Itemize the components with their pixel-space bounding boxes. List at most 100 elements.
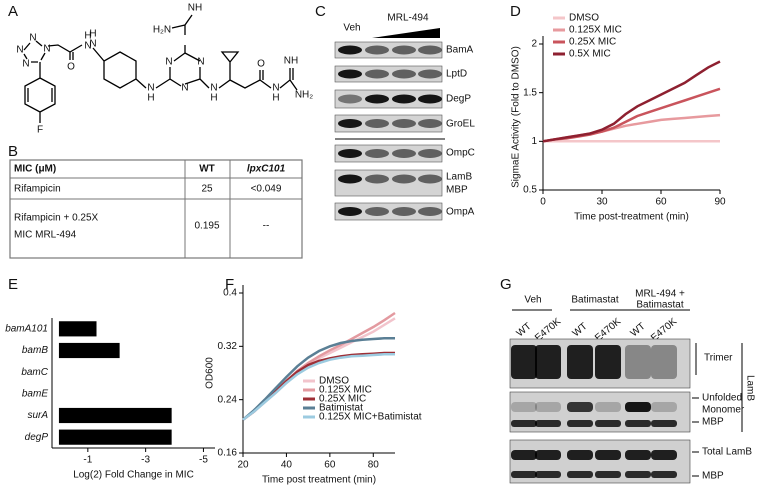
blot-band — [651, 345, 677, 379]
blot-band — [535, 345, 561, 379]
atom-label: N — [22, 59, 29, 70]
atom-label: NH — [284, 56, 298, 67]
blot-band — [365, 45, 389, 55]
table-cell: <0.049 — [251, 184, 282, 195]
bar — [58, 342, 120, 359]
bar — [58, 321, 97, 337]
category-label: degP — [25, 432, 49, 443]
atom-label: N — [272, 83, 279, 94]
blot-band — [392, 94, 416, 104]
blot-band — [365, 207, 389, 216]
lane-label: MRL-494 — [387, 13, 429, 24]
lane-label: WT — [571, 321, 590, 339]
panel-label: B — [8, 143, 18, 160]
structure-bonds — [23, 14, 298, 123]
lane-label: Veh — [343, 23, 360, 34]
x-axis-label: Log(2) Fold Change in MIC — [73, 470, 194, 481]
atom-label: N — [210, 83, 217, 94]
y-axis-label: SigmaE Activity (Fold to DMSO) — [511, 46, 522, 188]
blot-band — [365, 174, 389, 184]
blot-band — [338, 94, 362, 104]
y-tick-label: 0.24 — [218, 394, 238, 405]
category-label: bamC — [21, 367, 48, 378]
x-axis-label: Time post-treatment (min) — [574, 212, 689, 223]
blot-band — [418, 45, 442, 55]
table-cell: 0.195 — [194, 221, 219, 232]
panel-label: G — [500, 276, 512, 293]
blot-band — [338, 69, 362, 79]
atom-label: O — [257, 59, 265, 70]
blot-band — [625, 345, 651, 379]
right-label: Unfolded — [702, 393, 742, 404]
y-tick-label: 1.5 — [523, 87, 537, 98]
blot-band — [338, 119, 362, 128]
blot-c: BamA LptD DegP GroEL OmpC LamB MBP OmpA — [334, 41, 475, 221]
right-label: MBP — [702, 471, 724, 482]
blot-band — [595, 471, 621, 478]
blot-band — [338, 174, 362, 184]
table-header: WT — [199, 164, 215, 175]
blot-band — [365, 94, 389, 104]
atom-label: H — [147, 93, 154, 104]
x-tick-label: 0 — [540, 197, 546, 208]
atom-label: NH₂ — [295, 90, 313, 101]
x-tick-label: 20 — [237, 460, 249, 471]
atom-label: N — [147, 83, 154, 94]
blot-band — [418, 207, 442, 216]
blot-band — [625, 471, 651, 478]
band-label: LamB — [446, 172, 472, 183]
legend-label: Batimistat — [319, 403, 363, 414]
band-label: OmpC — [446, 148, 475, 159]
blot-band — [392, 149, 416, 158]
blot-band — [651, 450, 677, 460]
group-label: MRL-494 + — [635, 289, 685, 300]
blot-band — [392, 174, 416, 184]
blot-band — [338, 149, 362, 158]
y-tick-label: 0.4 — [223, 288, 237, 299]
atom-label: N — [89, 39, 96, 50]
side-label: LamB — [744, 375, 755, 401]
table-header: lpxC101 — [247, 164, 286, 175]
table-cell: Rifampicin — [14, 184, 61, 195]
series-line — [242, 337, 395, 421]
atom-label: N — [43, 44, 50, 55]
atom-label: N — [16, 45, 23, 56]
atom-label: H — [272, 93, 279, 104]
x-tick-label: -1 — [83, 455, 92, 466]
blot-band — [567, 402, 593, 412]
category-label: bamB — [22, 345, 48, 356]
legend-label: 0.25X MIC — [569, 37, 616, 48]
atom-label: F — [37, 125, 43, 136]
lane-label: WT — [629, 321, 648, 339]
atom-label: N — [197, 57, 204, 68]
x-tick-label: 40 — [281, 460, 293, 471]
blot-band — [392, 119, 416, 128]
x-tick-label: 60 — [324, 460, 336, 471]
group-label: Batimastat — [636, 300, 683, 311]
legend-label: 0.125X MIC — [569, 25, 622, 36]
category-label: surA — [27, 410, 48, 421]
table-header: MIC (μM) — [14, 164, 56, 175]
blot-band — [595, 450, 621, 460]
atom-label: H — [89, 29, 96, 40]
blot-band — [651, 471, 677, 478]
table-cell: -- — [263, 221, 270, 232]
gradient-wedge — [372, 28, 440, 38]
x-axis-label: Time post treatment (min) — [262, 475, 376, 486]
blot-band — [365, 119, 389, 128]
bar — [58, 429, 172, 445]
x-tick-label: 30 — [596, 197, 608, 208]
y-tick-label: 0.32 — [218, 341, 238, 352]
blot-band — [392, 45, 416, 55]
blot-band — [535, 450, 561, 460]
y-tick-label: 1 — [531, 136, 537, 147]
group-label: Veh — [524, 295, 541, 306]
lane-label: WT — [515, 321, 534, 339]
right-label: MBP — [702, 417, 724, 428]
blot-band — [511, 420, 537, 427]
legend-label: 0.5X MIC — [569, 49, 611, 60]
panel-label: E — [8, 276, 18, 293]
blot-band — [418, 94, 442, 104]
